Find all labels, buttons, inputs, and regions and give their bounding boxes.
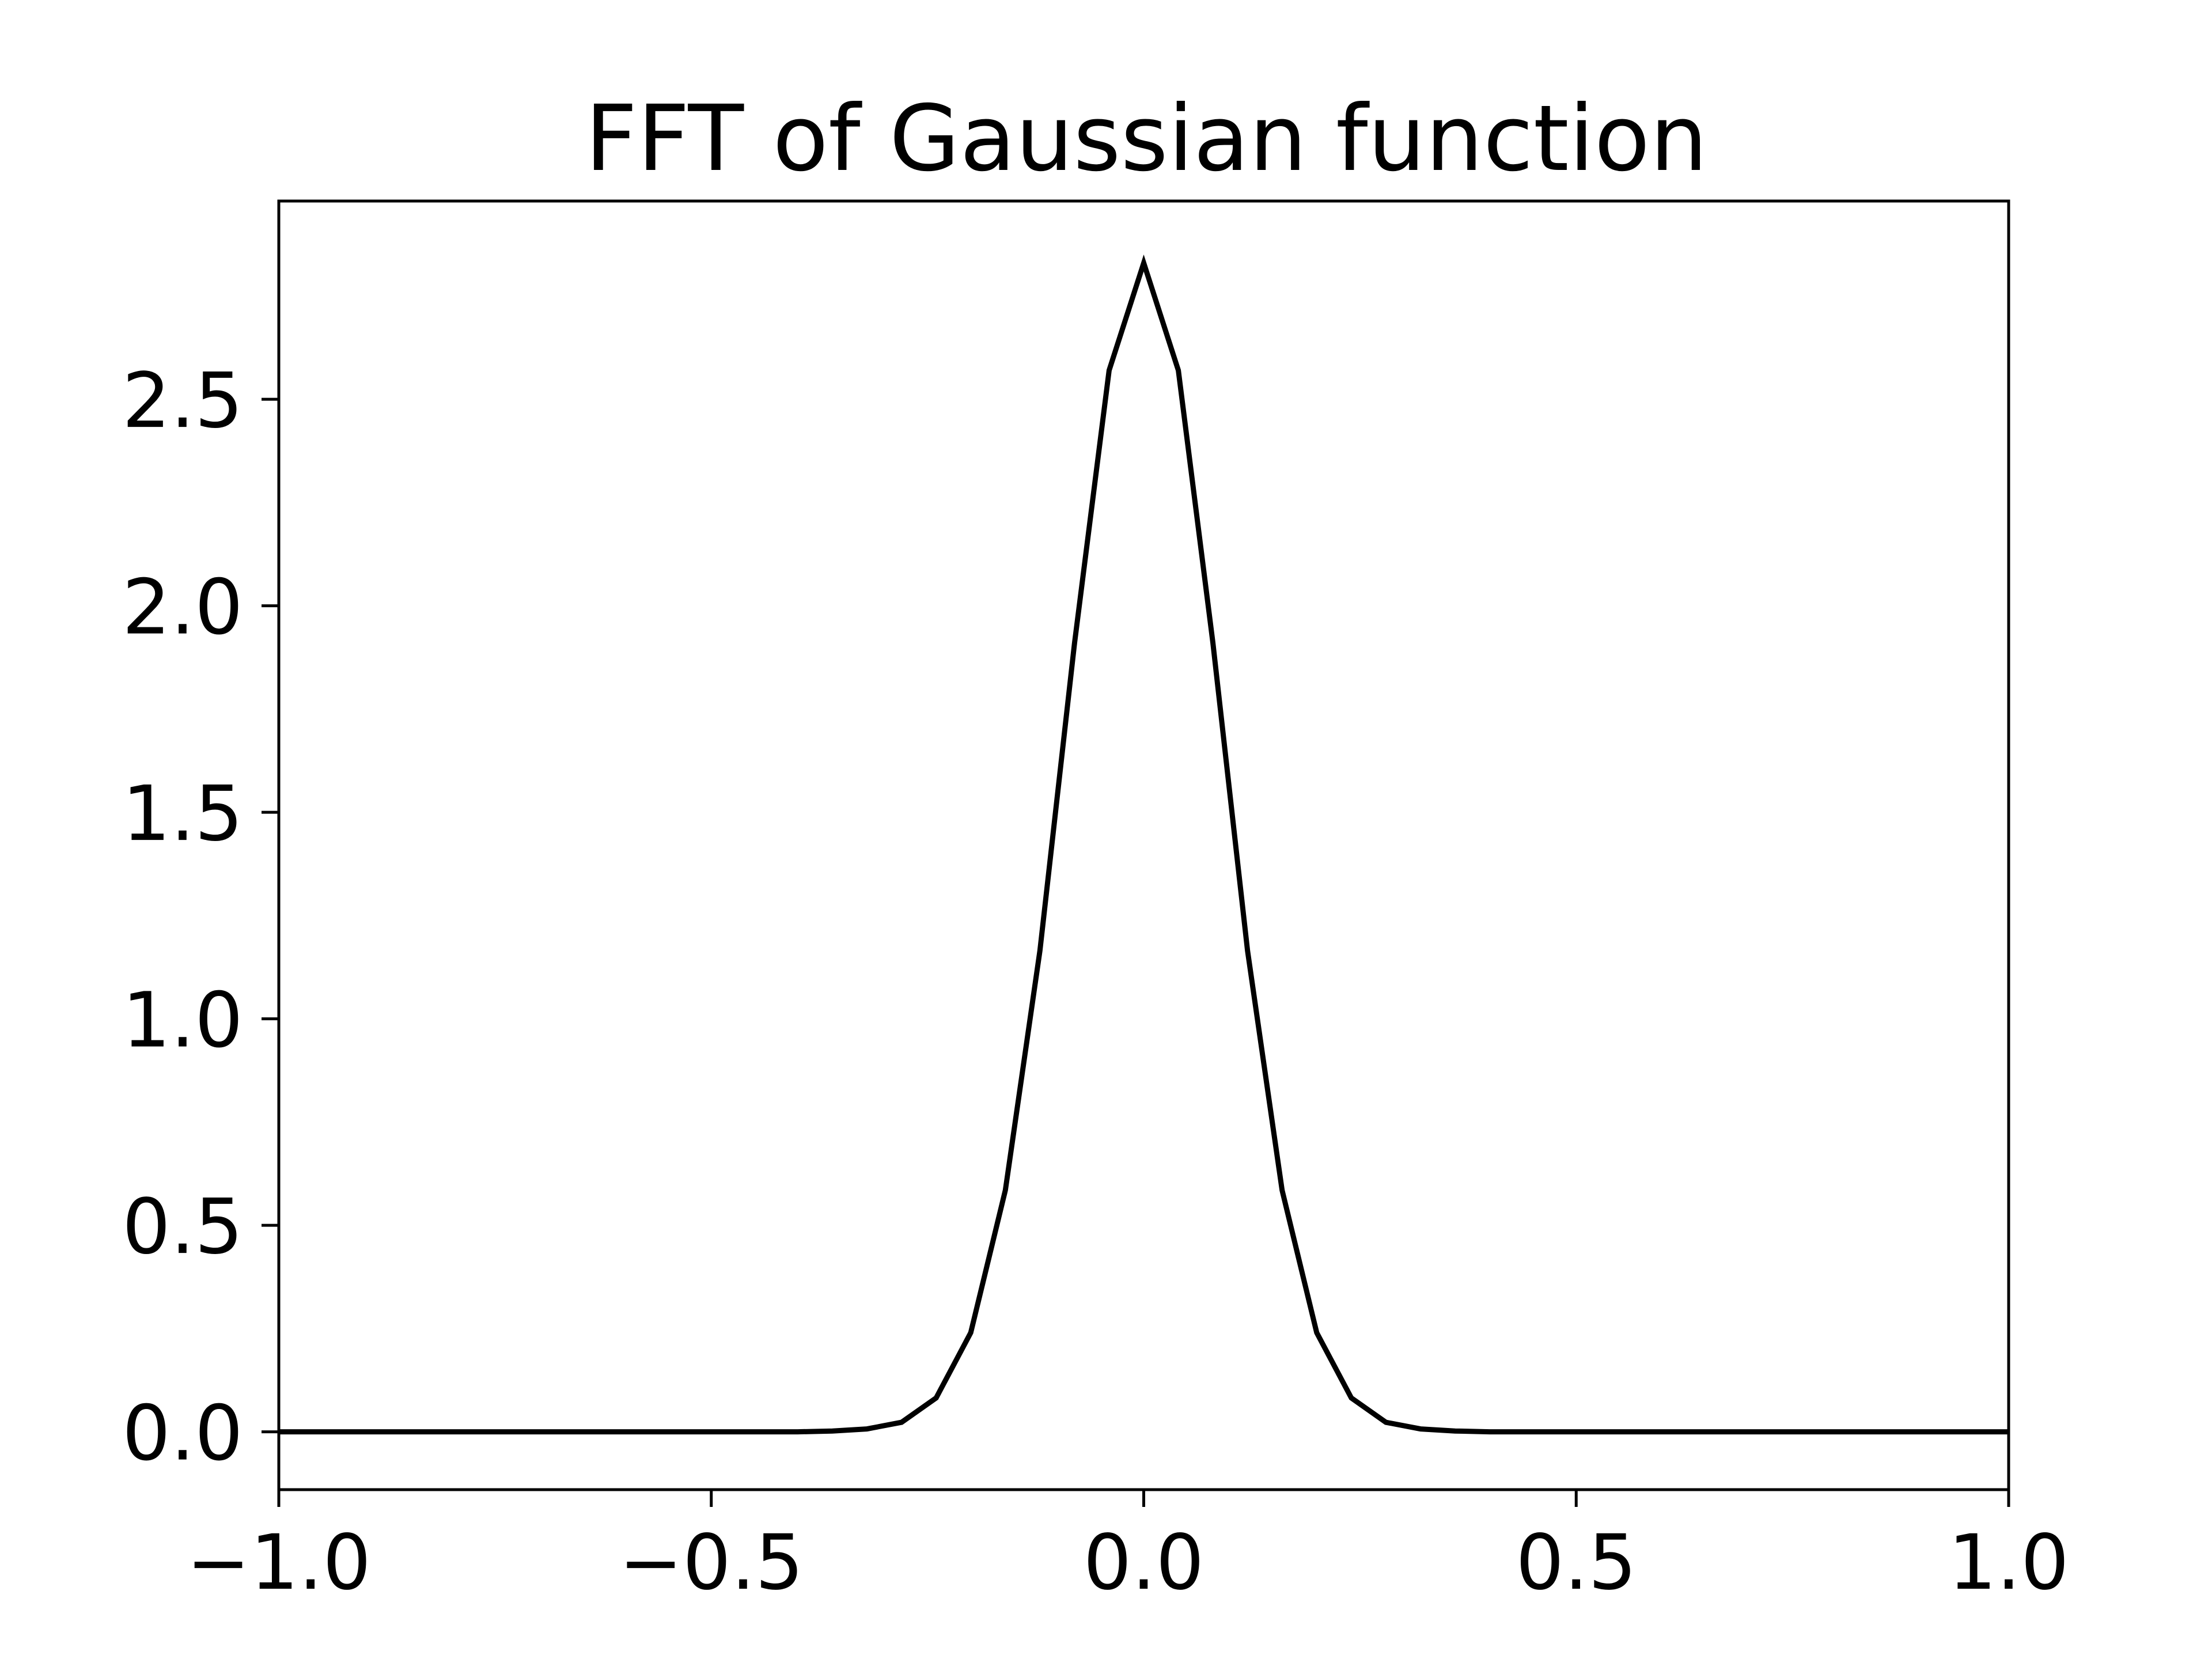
- plot-area: [279, 254, 2009, 1435]
- y-tick-label: 0.5: [122, 1183, 243, 1271]
- y-tick-label: 1.0: [122, 976, 243, 1065]
- y-tick-label: 1.5: [122, 770, 243, 858]
- chart-title: FFT of Gaussian function: [585, 86, 1708, 192]
- y-tick-label: 2.5: [122, 357, 243, 445]
- y-tick-label: 2.0: [122, 563, 243, 652]
- x-tick-label: −1.0: [187, 1518, 372, 1607]
- x-tick-label: 0.0: [1084, 1518, 1205, 1607]
- y-axis: 0.0 0.5 1.0 1.5 2.0 2.5: [122, 357, 279, 1478]
- x-tick-label: −0.5: [619, 1518, 804, 1607]
- y-tick-label: 0.0: [122, 1389, 243, 1478]
- x-tick-label: 0.5: [1516, 1518, 1637, 1607]
- series-line-0: [279, 254, 2009, 1435]
- x-tick-label: 1.0: [1948, 1518, 2069, 1607]
- x-axis: −1.0 −0.5 0.0 0.5 1.0: [187, 1490, 2069, 1607]
